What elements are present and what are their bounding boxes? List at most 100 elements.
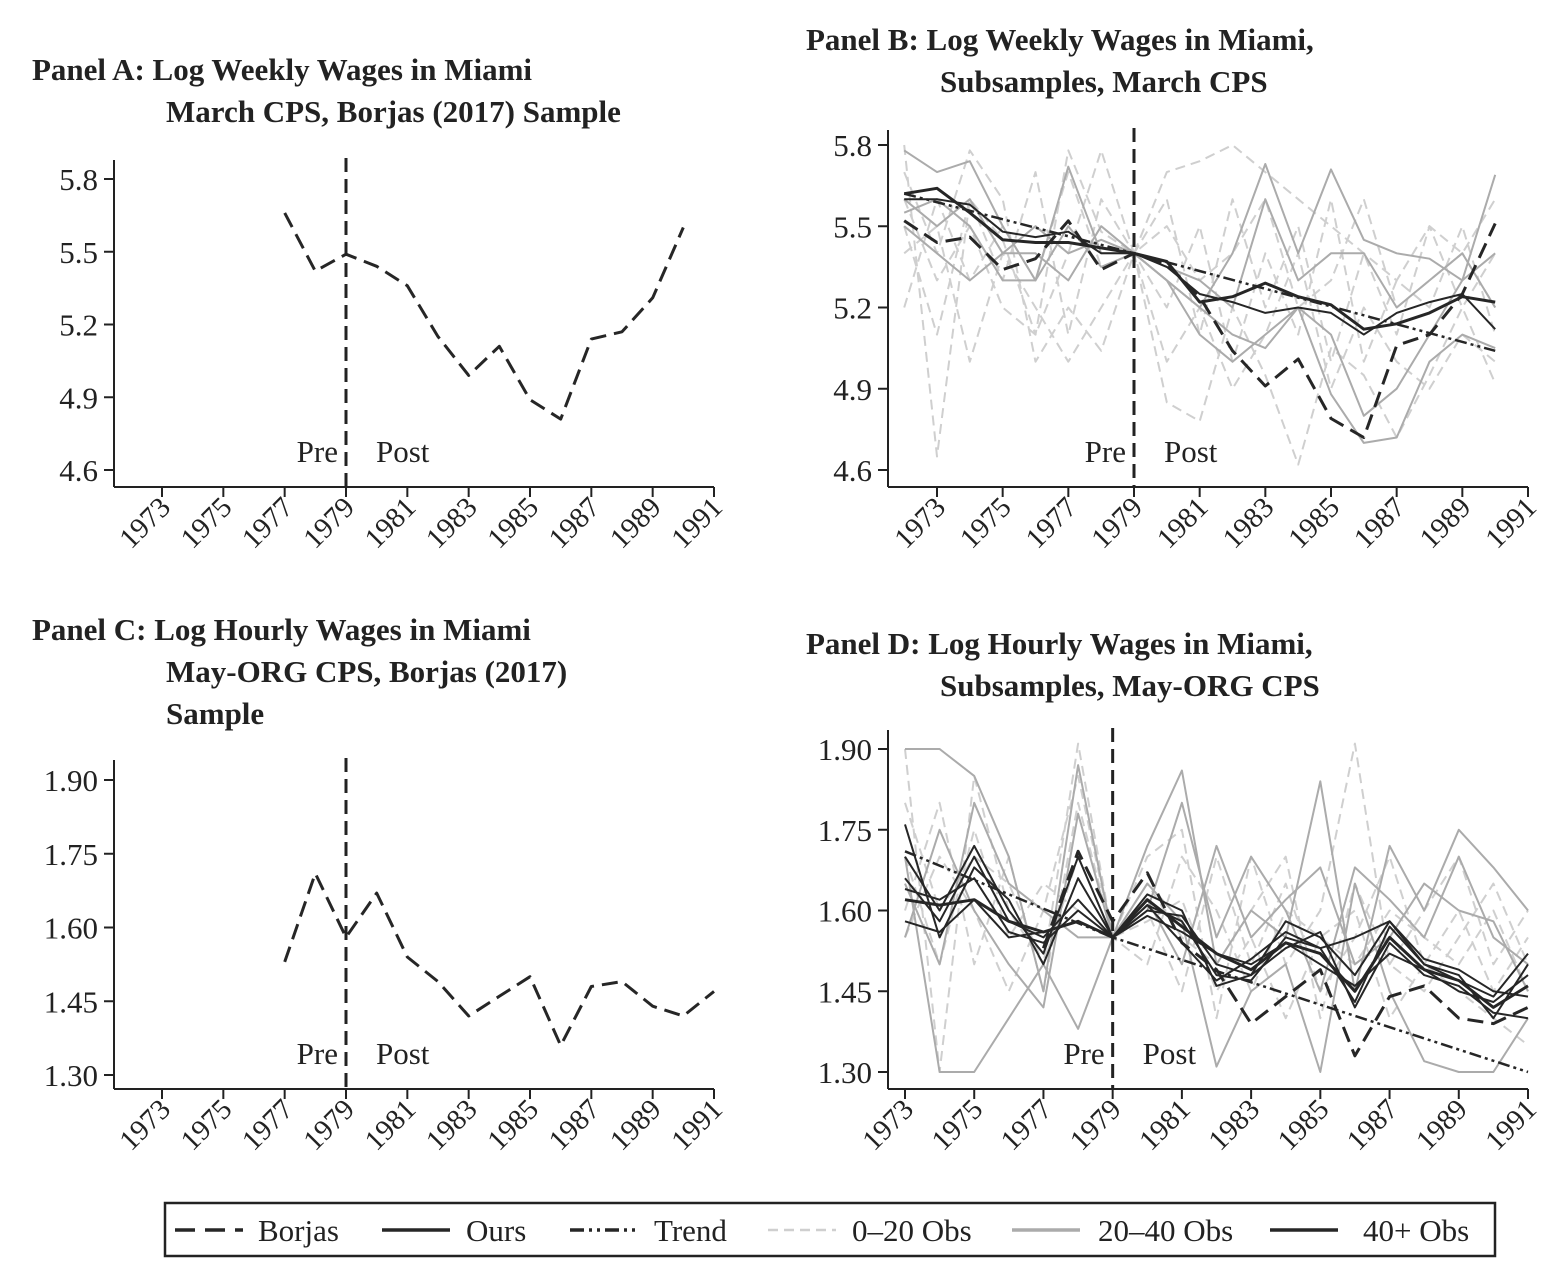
panel-title-line: Subsamples, May-ORG CPS <box>940 668 1320 703</box>
legend-label: 0–20 Obs <box>852 1213 972 1248</box>
x-tick-label: 1979 <box>1064 1093 1128 1157</box>
x-tick-label: 1981 <box>1133 1093 1197 1157</box>
series-line-borjas <box>283 212 685 421</box>
legend-label: 40+ Obs <box>1363 1213 1469 1248</box>
x-tick-label: 1977 <box>236 1093 300 1157</box>
legend-label: Trend <box>654 1213 727 1248</box>
x-tick-label: 1975 <box>175 491 239 555</box>
series-line-light <box>904 802 1529 1046</box>
x-tick-label: 1991 <box>1479 491 1543 555</box>
y-tick-label: 1.75 <box>818 813 872 848</box>
post-label: Post <box>1164 434 1218 469</box>
x-tick-label: 1973 <box>888 491 952 555</box>
y-tick-label: 1.60 <box>818 894 872 929</box>
x-tick-label: 1983 <box>1202 1093 1266 1157</box>
series-line-borjas <box>283 871 715 1047</box>
y-tick-label: 4.9 <box>59 380 98 415</box>
series-line-trend <box>903 192 1496 353</box>
y-tick-label: 1.45 <box>818 974 872 1009</box>
series-line-medium <box>903 198 1496 417</box>
x-tick-label: 1987 <box>543 1093 607 1157</box>
panel-c: Panel C: Log Hourly Wages in Miami May-OR… <box>32 612 729 1157</box>
post-label: Post <box>376 1036 430 1071</box>
y-tick-label: 1.60 <box>44 911 98 946</box>
pre-label: Pre <box>1085 434 1126 469</box>
x-tick-label: 1987 <box>543 491 607 555</box>
x-tick-label: 1981 <box>1151 491 1215 555</box>
panel-title-line: Panel D: Log Hourly Wages in Miami, <box>806 626 1313 661</box>
x-tick-label: 1977 <box>1020 491 1084 555</box>
y-tick-label: 5.2 <box>59 308 98 343</box>
panel-title-line: Panel B: Log Weekly Wages in Miami, <box>806 22 1314 57</box>
post-label: Post <box>1143 1036 1197 1071</box>
legend: Borjas Ours Trend 0–20 Obs 20–40 Obs 40+ Obs <box>163 1201 1497 1258</box>
y-tick-label: 1.75 <box>44 837 98 872</box>
panel-a: Panel A: Log Weekly Wages in Miami March … <box>32 52 729 555</box>
y-tick-label: 1.90 <box>44 763 98 798</box>
x-tick-label: 1991 <box>665 1093 729 1157</box>
panel-title-line: Panel C: Log Hourly Wages in Miami <box>32 612 531 647</box>
series-line-dark <box>904 898 1529 998</box>
x-tick-label: 1979 <box>297 491 361 555</box>
series-line-dark <box>904 824 1529 1020</box>
legend-label: 20–40 Obs <box>1098 1213 1233 1248</box>
panel-b: Panel B: Log Weekly Wages in Miami, Subsa… <box>806 22 1543 555</box>
legend-label: Ours <box>466 1213 526 1248</box>
series-line-medium <box>904 801 1529 992</box>
y-tick-label: 5.8 <box>59 162 98 197</box>
x-tick-label: 1985 <box>1282 491 1346 555</box>
panel-title-line: May-ORG CPS, Borjas (2017) <box>166 654 567 689</box>
x-tick-label: 1985 <box>481 491 545 555</box>
y-tick-label: 4.6 <box>59 453 98 488</box>
x-tick-label: 1977 <box>236 491 300 555</box>
pre-label: Pre <box>297 1036 338 1071</box>
series-line-borjas <box>903 219 1497 439</box>
series-line-dark <box>904 877 1529 1003</box>
y-tick-label: 5.5 <box>59 235 98 270</box>
series-line-light <box>904 774 1529 1020</box>
x-tick-label: 1989 <box>1410 1093 1474 1157</box>
x-tick-label: 1987 <box>1341 1093 1405 1157</box>
y-tick-label: 1.45 <box>44 984 98 1019</box>
series-line-medium <box>904 801 1529 1009</box>
panel-d: Panel D: Log Hourly Wages in Miami, Subsa… <box>806 626 1543 1157</box>
x-tick-label: 1975 <box>926 1093 990 1157</box>
series-line-ours <box>903 186 1496 331</box>
x-tick-label: 1979 <box>297 1093 361 1157</box>
pre-label: Pre <box>1063 1036 1104 1071</box>
series-line-light <box>904 742 1529 1073</box>
y-tick-label: 1.30 <box>44 1058 98 1093</box>
x-tick-label: 1977 <box>995 1093 1059 1157</box>
x-tick-label: 1991 <box>1479 1093 1543 1157</box>
x-tick-label: 1975 <box>175 1093 239 1157</box>
series-line-dark <box>904 198 1496 336</box>
x-tick-label: 1983 <box>1217 491 1281 555</box>
series-line-medium <box>904 856 1529 1073</box>
x-tick-label: 1987 <box>1348 491 1412 555</box>
y-tick-label: 5.2 <box>833 291 872 326</box>
x-tick-label: 1973 <box>113 491 177 555</box>
x-tick-label: 1991 <box>665 491 729 555</box>
series-line-trend <box>904 850 1529 1074</box>
panel-title-line: Subsamples, March CPS <box>940 64 1268 99</box>
y-tick-label: 1.30 <box>818 1055 872 1090</box>
x-tick-label: 1983 <box>420 1093 484 1157</box>
y-tick-label: 4.6 <box>833 453 872 488</box>
x-tick-label: 1973 <box>113 1093 177 1157</box>
legend-label: Borjas <box>258 1213 339 1248</box>
y-tick-label: 4.9 <box>833 372 872 407</box>
x-tick-label: 1985 <box>1272 1093 1336 1157</box>
x-tick-label: 1975 <box>954 491 1018 555</box>
x-tick-label: 1985 <box>481 1093 545 1157</box>
panel-title-line: Panel A: Log Weekly Wages in Miami <box>32 52 532 87</box>
x-tick-label: 1989 <box>604 491 668 555</box>
y-tick-label: 1.90 <box>818 732 872 767</box>
panel-title-line: March CPS, Borjas (2017) Sample <box>166 94 621 129</box>
series-line-medium <box>903 198 1497 309</box>
series-line-ours <box>904 898 1529 1009</box>
x-tick-label: 1989 <box>1414 491 1478 555</box>
x-tick-label: 1983 <box>420 491 484 555</box>
post-label: Post <box>376 434 430 469</box>
panel-title-line: Sample <box>166 696 264 731</box>
